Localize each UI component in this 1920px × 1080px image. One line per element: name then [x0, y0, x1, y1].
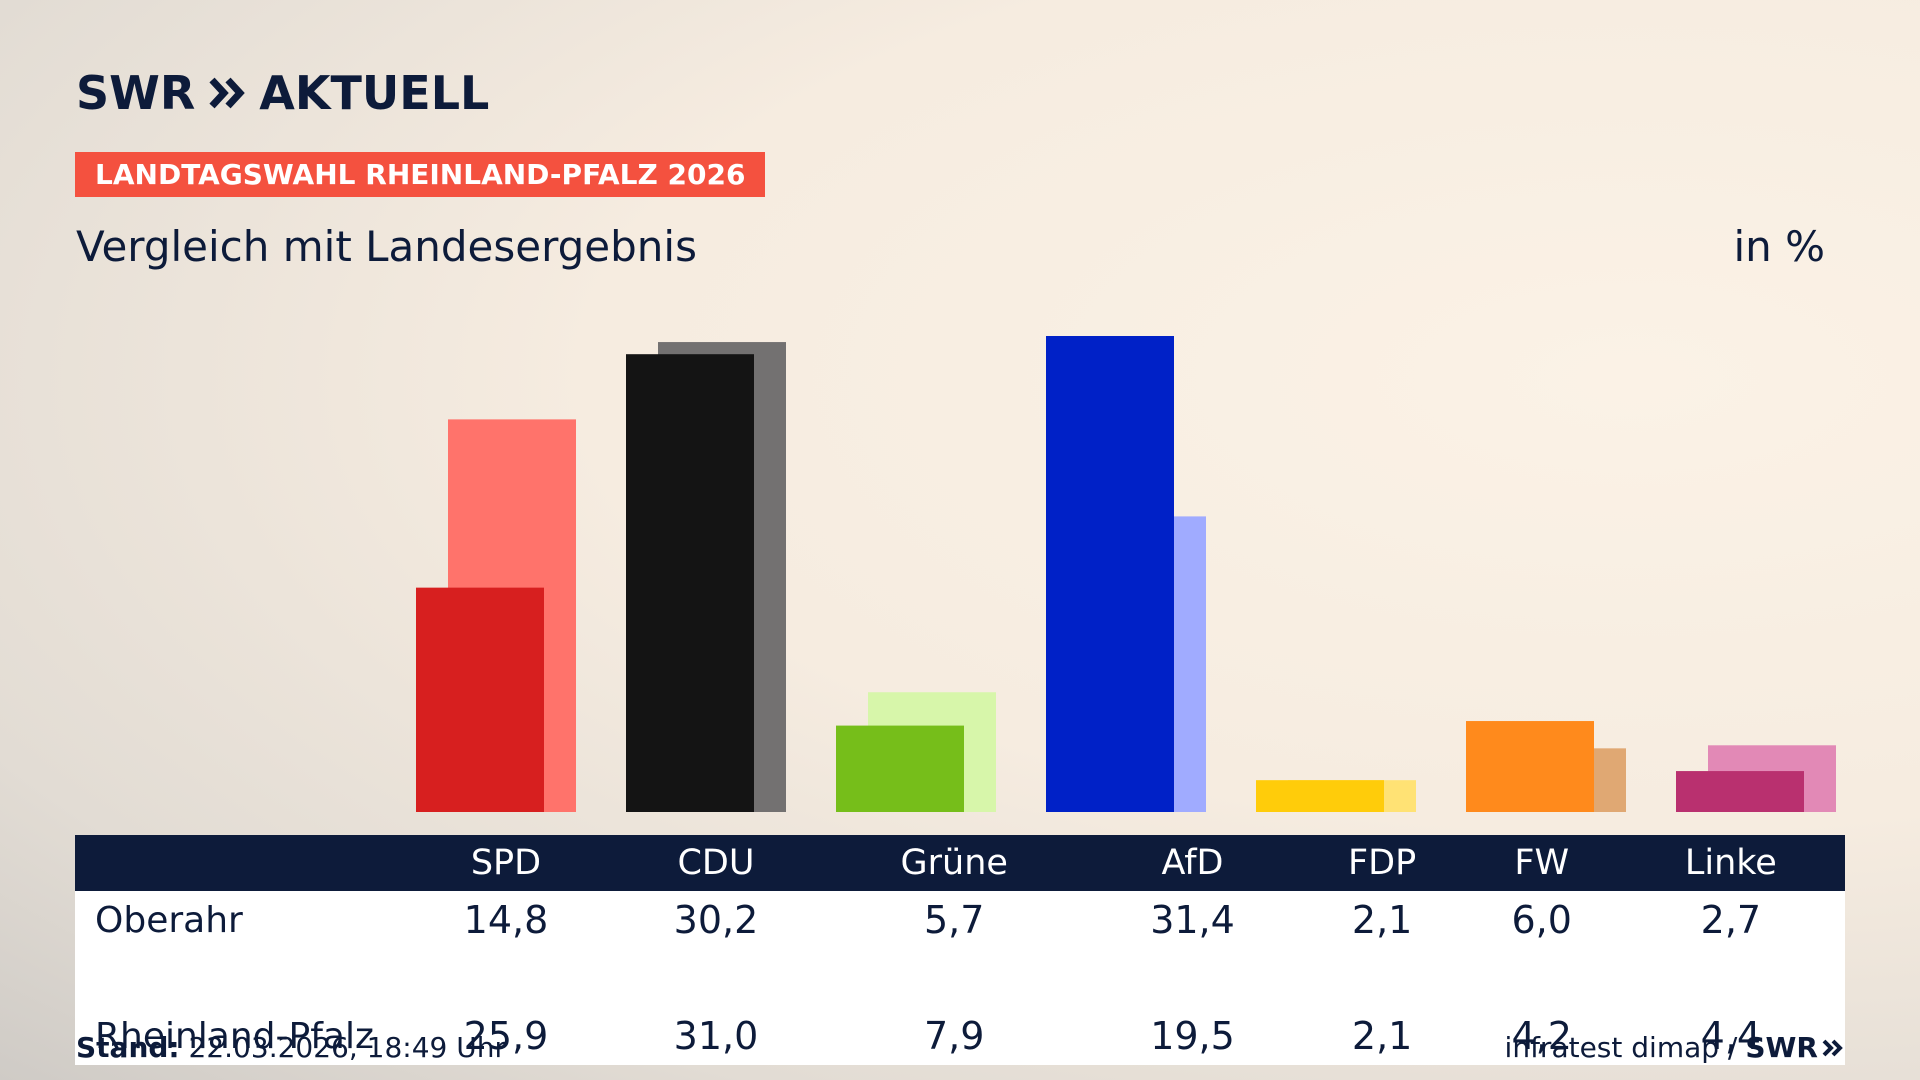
bar-wahlkreis-spd	[416, 587, 544, 812]
party-header-row: SPD CDU Grüne AfD FDP FW Linke	[75, 835, 1845, 891]
source-credit: infratest dimap / SWR	[1505, 1031, 1844, 1064]
cell-value: 2,7	[1700, 898, 1762, 942]
row-label: Rheinland-Pfalz	[95, 1015, 374, 1057]
header-linke: Linke	[1684, 843, 1777, 883]
cell-value: 4,2	[1511, 1014, 1572, 1058]
table-row-rheinland-pfalz: Rheinland-Pfalz 25,9 31,0 7,9 19,5 2,1 4…	[75, 1007, 1845, 1065]
header-afd: AfD	[1161, 843, 1224, 883]
header-fw: FW	[1514, 843, 1570, 883]
cell-value: 2,1	[1351, 1014, 1413, 1058]
bar-wahlkreis-linke	[1676, 771, 1804, 812]
logo-brand: SWR	[76, 66, 196, 120]
cell-value: 5,7	[924, 898, 985, 942]
double-chevron-icon	[209, 76, 246, 110]
cell-value: 14,8	[463, 898, 549, 942]
cell-value: 7,9	[924, 1014, 985, 1058]
timestamp-value: 22.03.2026, 18:49 Uhr	[188, 1031, 506, 1064]
timestamp-label: Stand:	[76, 1031, 180, 1064]
source-brand-label: SWR	[1745, 1031, 1818, 1064]
header-cdu: CDU	[677, 843, 755, 883]
bar-wahlkreis-fw	[1466, 721, 1594, 812]
election-badge: LANDTAGSWAHL RHEINLAND-PFALZ 2026	[75, 152, 766, 197]
cell-value: 31,4	[1150, 898, 1235, 942]
row-label: Oberahr	[95, 899, 243, 941]
bar-chart	[416, 336, 1836, 812]
header-gruene: Grüne	[900, 843, 1008, 883]
bar-wahlkreis-cdu	[626, 354, 754, 812]
cell-value: 31,0	[673, 1014, 759, 1058]
bar-wahlkreis-gruene	[836, 725, 964, 812]
chart-subtitle: Vergleich mit Landesergebnis	[76, 222, 697, 271]
swr-aktuell-logo: SWR AKTUELL	[76, 66, 489, 120]
cell-value: 30,2	[673, 898, 759, 942]
cell-value: 25,9	[463, 1014, 549, 1058]
results-table: SPD CDU Grüne AfD FDP FW Linke Oberahr 1…	[75, 835, 1845, 1065]
cell-value: 4,4	[1700, 1014, 1762, 1058]
bar-wahlkreis-afd	[1046, 336, 1174, 812]
header-spd: SPD	[470, 843, 542, 883]
row-separator	[75, 949, 1845, 1007]
header-spacer	[75, 835, 401, 891]
table-row-oberahr: Oberahr 14,8 30,2 5,7 31,4 2,1 6,0 2,7	[75, 891, 1845, 949]
timestamp: Stand: 22.03.2026, 18:49 Uhr	[76, 1031, 506, 1064]
logo-product: AKTUELL	[259, 66, 490, 120]
source-text: infratest dimap /	[1504, 1031, 1738, 1064]
cell-value: 19,5	[1150, 1014, 1235, 1058]
double-chevron-icon	[1822, 1039, 1843, 1056]
header-fdp: FDP	[1348, 843, 1417, 883]
cell-value: 2,1	[1351, 898, 1413, 942]
cell-value: 6,0	[1511, 898, 1572, 942]
unit-label: in %	[1733, 222, 1825, 271]
source-brand: SWR	[1745, 1031, 1844, 1064]
bar-wahlkreis-fdp	[1256, 780, 1384, 812]
